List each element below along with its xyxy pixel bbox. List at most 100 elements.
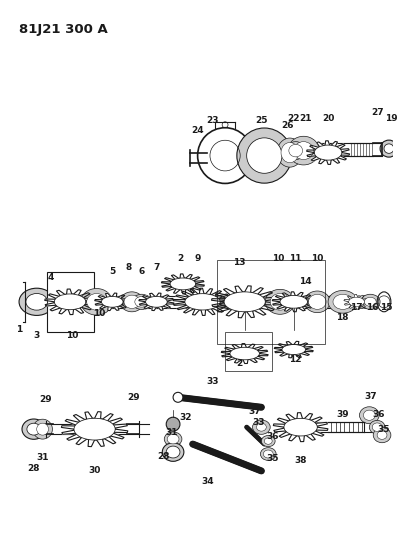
Ellipse shape <box>265 289 295 314</box>
Text: 81J21 300 A: 81J21 300 A <box>19 23 108 36</box>
Ellipse shape <box>224 292 265 312</box>
Text: 36: 36 <box>266 432 279 441</box>
Ellipse shape <box>37 423 49 435</box>
Text: 20: 20 <box>322 114 334 123</box>
Text: 9: 9 <box>194 254 201 263</box>
Text: 39: 39 <box>336 410 349 419</box>
Text: 24: 24 <box>191 126 204 135</box>
Ellipse shape <box>22 419 45 439</box>
Ellipse shape <box>333 294 353 309</box>
Ellipse shape <box>384 144 394 154</box>
Text: 14: 14 <box>299 277 312 286</box>
Ellipse shape <box>280 295 308 308</box>
Ellipse shape <box>230 348 259 360</box>
Text: 11: 11 <box>289 254 302 263</box>
Ellipse shape <box>162 443 184 462</box>
Text: 29: 29 <box>39 395 52 404</box>
Ellipse shape <box>247 138 282 173</box>
Ellipse shape <box>282 344 306 354</box>
Ellipse shape <box>314 145 342 160</box>
Ellipse shape <box>359 407 379 424</box>
Text: 16: 16 <box>366 303 379 312</box>
Ellipse shape <box>166 446 180 458</box>
Ellipse shape <box>167 434 179 444</box>
Text: 15: 15 <box>380 303 392 312</box>
Ellipse shape <box>81 288 112 315</box>
Ellipse shape <box>349 297 364 306</box>
Text: 34: 34 <box>201 478 214 487</box>
Ellipse shape <box>135 296 148 307</box>
Ellipse shape <box>164 432 182 446</box>
Polygon shape <box>273 413 328 442</box>
Ellipse shape <box>372 423 382 431</box>
Text: 25: 25 <box>255 116 268 125</box>
Ellipse shape <box>87 294 107 310</box>
Text: 7: 7 <box>153 263 160 272</box>
Text: 31: 31 <box>166 427 178 437</box>
Text: 30: 30 <box>89 466 101 475</box>
Ellipse shape <box>33 419 52 439</box>
Text: 10: 10 <box>93 309 106 318</box>
Text: 19: 19 <box>385 114 397 123</box>
Ellipse shape <box>124 295 140 309</box>
Ellipse shape <box>101 296 123 307</box>
Text: 29: 29 <box>128 393 140 402</box>
Text: 2: 2 <box>177 254 183 263</box>
Ellipse shape <box>294 142 313 159</box>
Ellipse shape <box>74 418 115 440</box>
Ellipse shape <box>373 427 391 443</box>
Text: 5: 5 <box>109 268 115 277</box>
Ellipse shape <box>132 294 152 309</box>
Circle shape <box>166 417 180 431</box>
Ellipse shape <box>26 294 47 310</box>
Polygon shape <box>221 344 268 364</box>
Text: 36: 36 <box>373 410 385 419</box>
Text: 10: 10 <box>66 331 78 340</box>
Text: 27: 27 <box>371 108 383 117</box>
Ellipse shape <box>380 140 398 157</box>
Ellipse shape <box>54 294 86 310</box>
Ellipse shape <box>288 136 319 165</box>
Text: 8: 8 <box>126 263 132 272</box>
Ellipse shape <box>253 420 270 434</box>
Text: 28: 28 <box>157 451 170 461</box>
Polygon shape <box>45 289 95 314</box>
Ellipse shape <box>304 291 330 313</box>
Text: 3: 3 <box>34 331 40 340</box>
Text: 21: 21 <box>299 114 312 123</box>
Ellipse shape <box>270 294 290 310</box>
Text: 22: 22 <box>288 114 300 123</box>
Ellipse shape <box>170 278 196 290</box>
Text: 33: 33 <box>252 418 265 427</box>
Text: 4: 4 <box>47 273 53 282</box>
Ellipse shape <box>120 292 144 312</box>
Text: 23: 23 <box>206 116 219 125</box>
Ellipse shape <box>237 128 292 183</box>
Ellipse shape <box>264 438 272 445</box>
Ellipse shape <box>369 421 385 434</box>
Ellipse shape <box>277 138 302 167</box>
Ellipse shape <box>328 290 358 313</box>
Text: 37: 37 <box>364 392 377 401</box>
Ellipse shape <box>308 294 326 309</box>
Polygon shape <box>272 292 315 312</box>
Text: 1: 1 <box>16 325 22 334</box>
Polygon shape <box>139 293 174 311</box>
Text: 13: 13 <box>233 257 245 266</box>
Bar <box>225 332 272 372</box>
Text: 26: 26 <box>282 121 294 130</box>
Ellipse shape <box>363 410 375 421</box>
Ellipse shape <box>360 294 380 309</box>
Polygon shape <box>173 288 232 316</box>
Ellipse shape <box>261 448 276 461</box>
Text: 33: 33 <box>206 377 219 386</box>
Ellipse shape <box>263 450 273 458</box>
Circle shape <box>198 128 253 183</box>
Ellipse shape <box>289 144 302 157</box>
Ellipse shape <box>364 297 376 306</box>
Ellipse shape <box>286 142 306 159</box>
Circle shape <box>173 392 183 402</box>
Polygon shape <box>274 341 313 358</box>
Ellipse shape <box>257 423 266 431</box>
Text: 10: 10 <box>311 254 324 263</box>
